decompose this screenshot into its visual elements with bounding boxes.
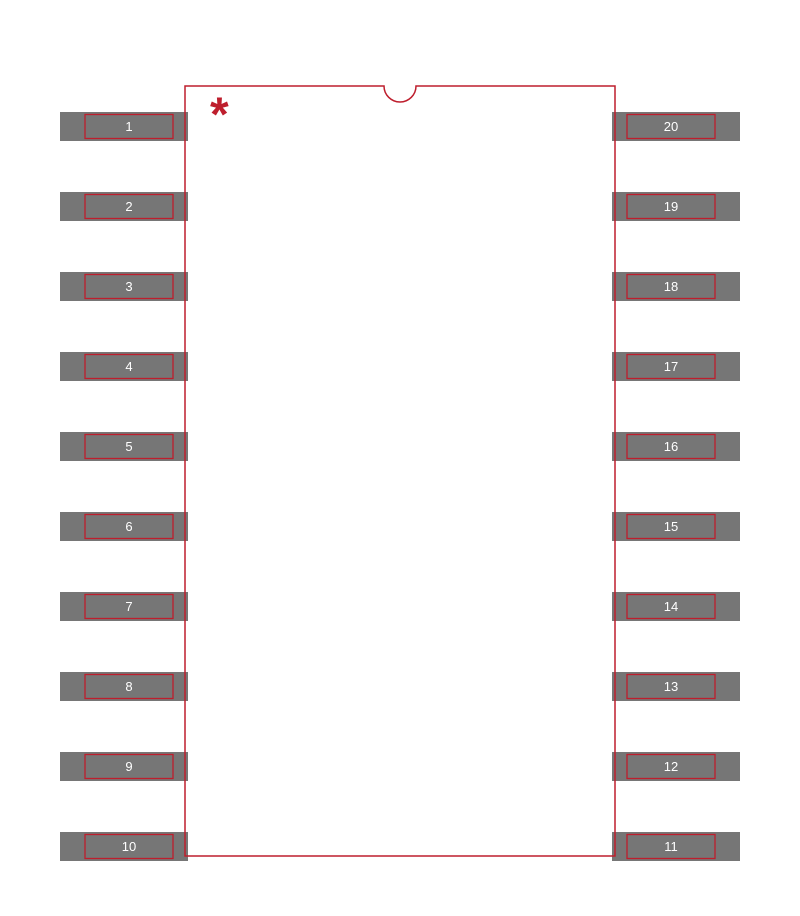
pin-number: 12 [664,759,678,774]
pin-number: 8 [125,679,132,694]
pin-number: 20 [664,119,678,134]
pin-number: 15 [664,519,678,534]
pin-pad [60,352,188,381]
pin-number: 19 [664,199,678,214]
pin-number: 2 [125,199,132,214]
pin-number: 11 [664,839,678,854]
pin-number: 7 [125,599,132,614]
pin-pad [60,272,188,301]
pin-number: 13 [664,679,678,694]
pin-number: 5 [125,439,132,454]
pin-number: 14 [664,599,678,614]
pin-number: 3 [125,279,132,294]
pin-pad [60,432,188,461]
pin-number: 10 [122,839,136,854]
pin-number: 16 [664,439,678,454]
ic-footprint-diagram: 1234567891020191817161514131211* [0,0,800,916]
pin-pad [60,592,188,621]
pin-number: 4 [125,359,132,374]
pin-pad [60,672,188,701]
pin-pad [60,112,188,141]
pin-number: 9 [125,759,132,774]
pin-number: 17 [664,359,678,374]
pin-number: 6 [125,519,132,534]
pin-pad [60,752,188,781]
pin-pad [60,192,188,221]
pin1-marker-asterisk: * [210,89,229,142]
pin-number: 1 [125,119,132,134]
pin-number: 18 [664,279,678,294]
pin-pad [60,512,188,541]
